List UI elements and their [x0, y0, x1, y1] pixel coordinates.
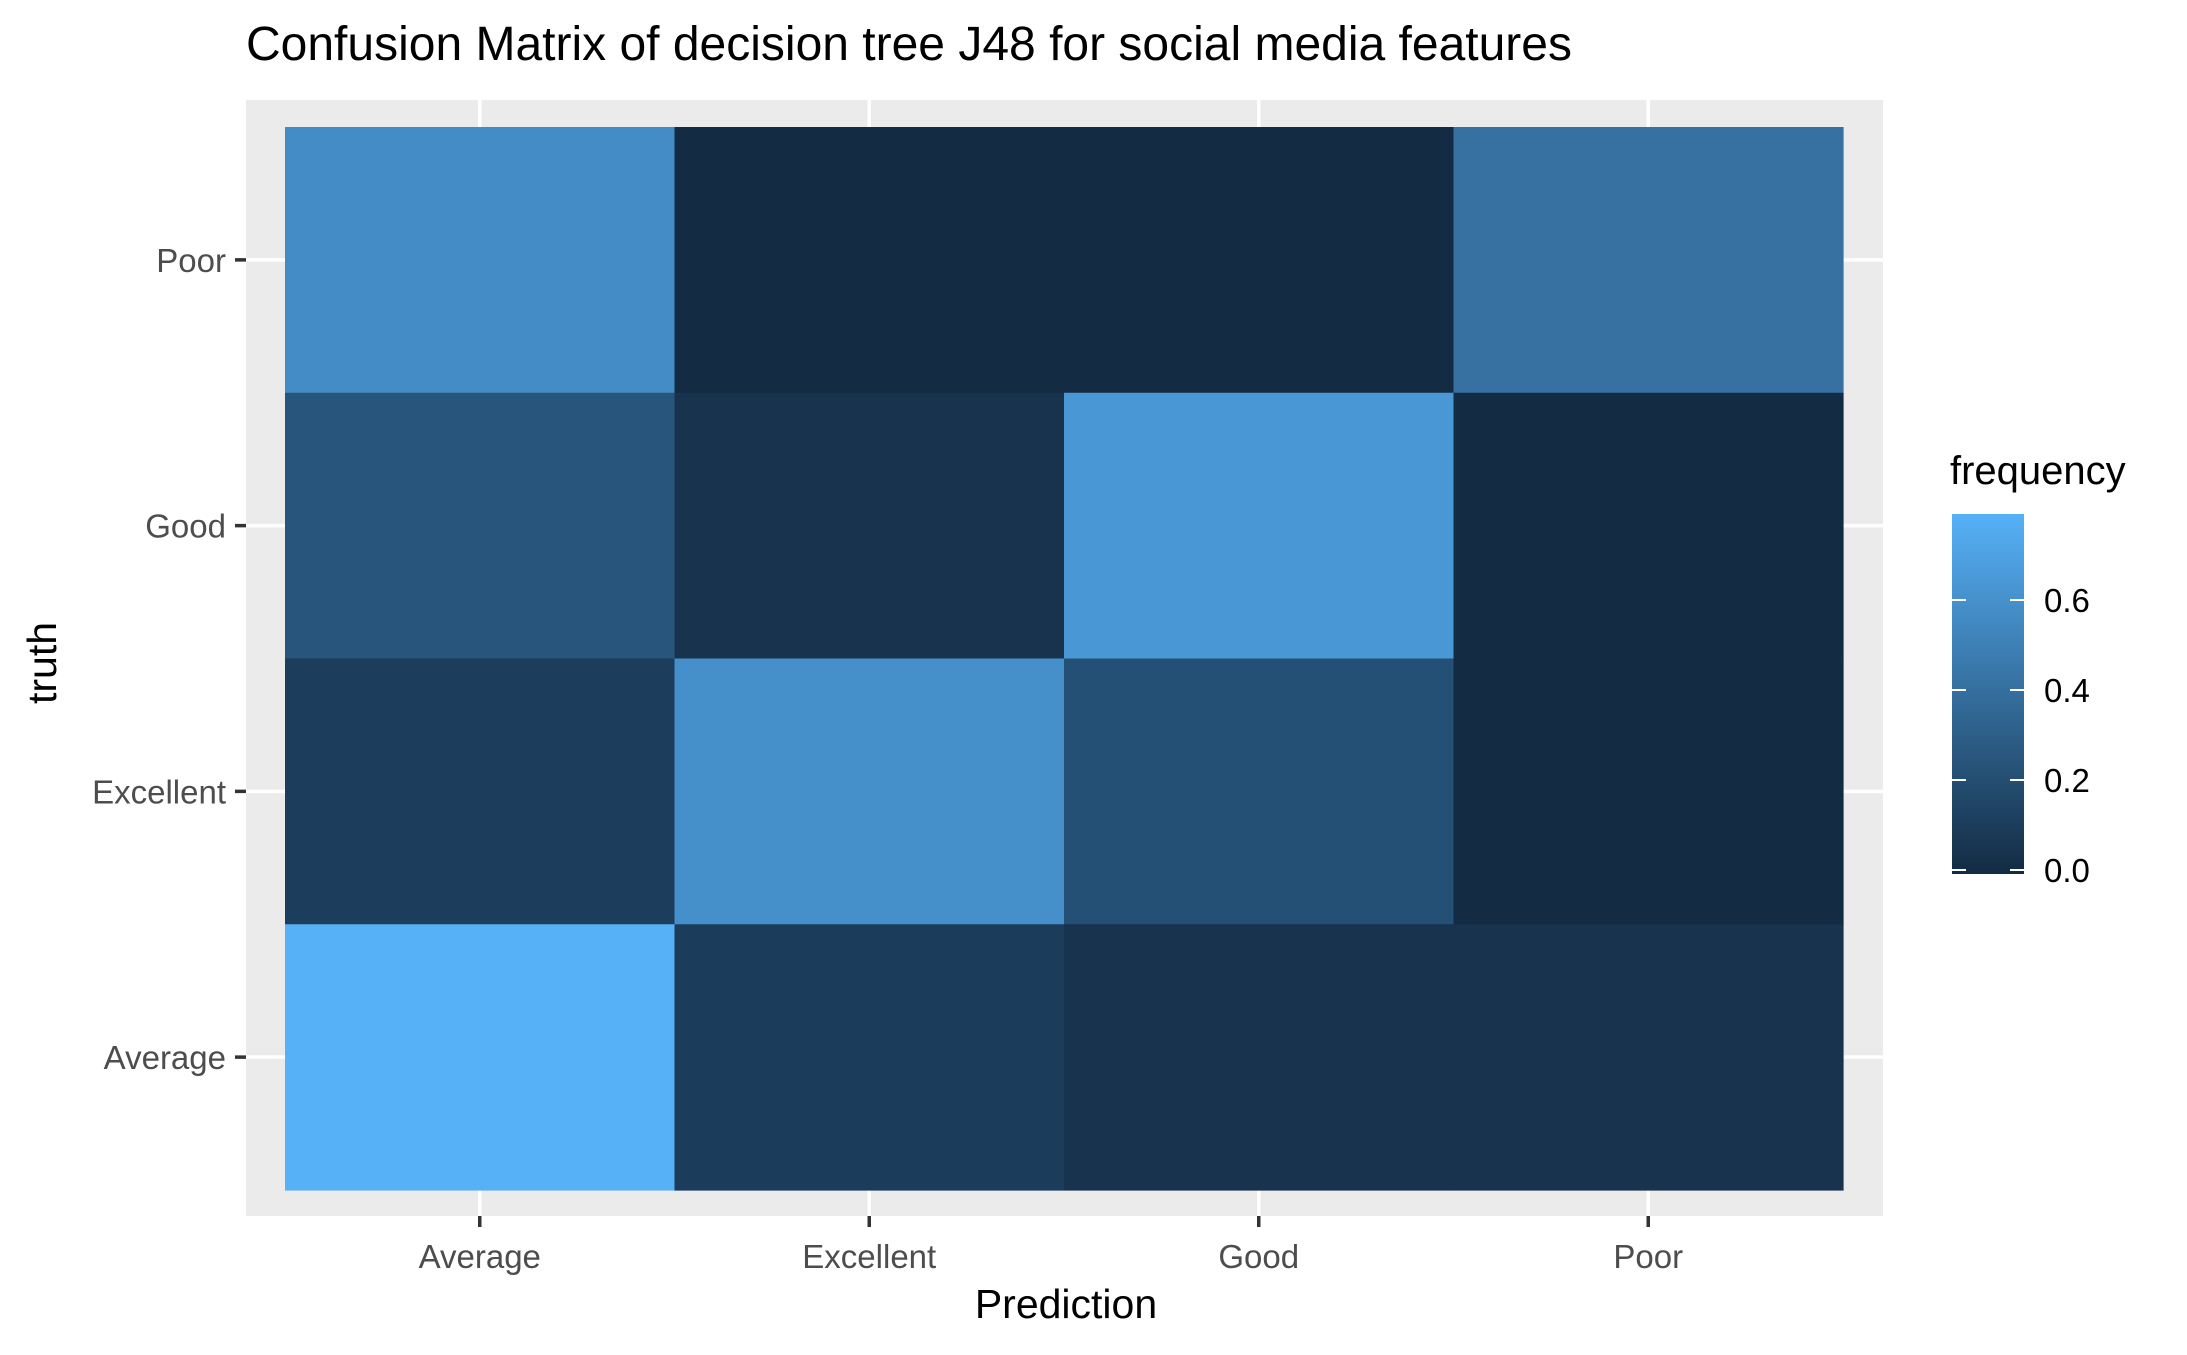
legend-tick-label: 0.0	[2044, 852, 2090, 889]
heatmap-cell	[674, 924, 1065, 1191]
y-tick-label: Excellent	[92, 773, 226, 810]
heatmap-cell	[674, 127, 1065, 394]
x-axis-title: Prediction	[975, 1281, 1157, 1327]
heatmap-cell	[285, 127, 676, 394]
legend-tick-label: 0.4	[2044, 672, 2090, 709]
x-tick-label: Average	[419, 1238, 541, 1275]
chart-title: Confusion Matrix of decision tree J48 fo…	[246, 18, 1572, 71]
heatmap-cells	[285, 127, 1844, 1191]
heatmap-cell	[674, 392, 1065, 660]
x-tick-label: Poor	[1613, 1238, 1683, 1275]
heatmap-cell	[1064, 392, 1455, 660]
heatmap-cell	[1453, 924, 1844, 1191]
y-axis-title: truth	[19, 622, 65, 704]
legend-tick-label: 0.2	[2044, 762, 2090, 799]
heatmap-cell	[1064, 924, 1455, 1191]
legend-colorbar	[1952, 514, 2024, 874]
axes: Average Excellent Good Poor Average Excellent…	[92, 242, 1683, 1275]
legend-tick-label: 0.6	[2044, 582, 2090, 619]
heatmap-cell	[1453, 658, 1844, 925]
y-tick-label: Poor	[156, 242, 226, 279]
color-legend: frequency 0.0 0.2 0.4 0.6	[1950, 449, 2126, 889]
heatmap-cell	[285, 392, 676, 660]
heatmap-cell	[285, 924, 676, 1191]
heatmap-cell	[285, 658, 676, 925]
y-tick-label: Good	[145, 508, 226, 545]
heatmap-cell	[674, 658, 1065, 925]
heatmap-cell	[1453, 392, 1844, 660]
x-tick-label: Excellent	[802, 1238, 936, 1275]
x-tick-label: Good	[1218, 1238, 1299, 1275]
legend-title: frequency	[1950, 449, 2126, 493]
y-tick-label: Average	[104, 1039, 226, 1076]
heatmap-cell	[1453, 127, 1844, 394]
heatmap-cell	[1064, 658, 1455, 925]
heatmap-cell	[1064, 127, 1455, 394]
